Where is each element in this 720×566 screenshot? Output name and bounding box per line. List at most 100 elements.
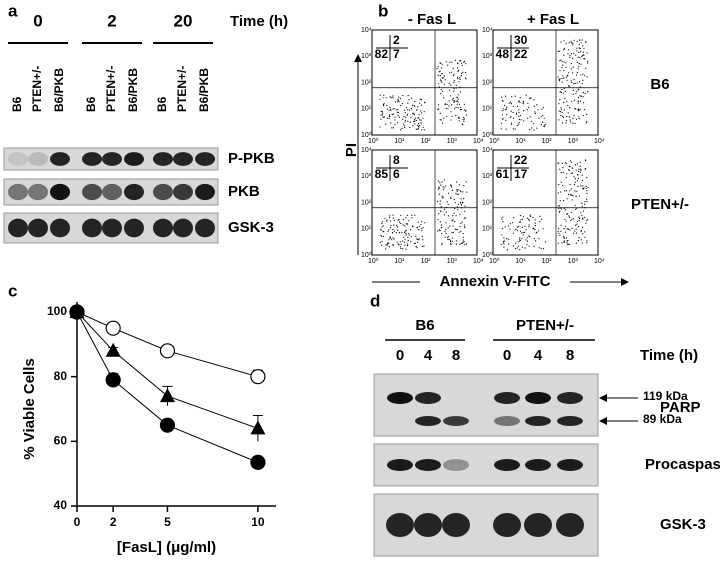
flow-event [447, 215, 450, 217]
flow-event [577, 56, 579, 58]
flow-event [400, 243, 402, 245]
panel-label: a [8, 1, 18, 20]
flow-event [508, 225, 510, 227]
flow-event [566, 116, 568, 118]
flow-event [562, 167, 564, 169]
flow-event [438, 229, 440, 231]
flow-event [561, 67, 563, 69]
x-tick-label: 2 [110, 515, 117, 529]
flow-event [506, 113, 508, 116]
flow-event [453, 101, 455, 103]
blot-band [494, 416, 520, 426]
flow-event [438, 186, 440, 188]
flow-event [565, 231, 567, 233]
flow-event [505, 128, 507, 130]
flow-event [392, 217, 394, 219]
flow-event [402, 248, 404, 250]
flow-event [459, 78, 461, 80]
flow-event [564, 190, 566, 192]
flow-event [530, 215, 532, 217]
flow-event [502, 100, 504, 102]
flow-event [566, 213, 568, 215]
flow-event [542, 107, 545, 109]
flow-event [391, 238, 393, 241]
flow-event [578, 43, 580, 45]
flow-event [407, 109, 409, 111]
flow-event [586, 200, 588, 203]
flow-event [538, 238, 540, 240]
flow-event [444, 79, 446, 81]
marker [250, 454, 266, 470]
lane-label: 4 [534, 347, 543, 364]
flow-event [411, 225, 414, 227]
flow-plot [371, 29, 478, 136]
flow-event [462, 239, 464, 241]
blot-band [173, 218, 193, 238]
flow-event [381, 244, 383, 246]
flow-event [443, 179, 445, 181]
flow-event [382, 116, 384, 118]
flow-event [568, 165, 570, 167]
flow-event [453, 73, 455, 75]
quadrant-value: 17 [514, 167, 528, 181]
flow-event [414, 120, 416, 122]
flow-event [581, 242, 583, 244]
flow-event [441, 233, 443, 235]
flow-event [574, 181, 576, 183]
flow-event [443, 97, 445, 99]
flow-event [441, 242, 443, 244]
flow-event [521, 232, 523, 234]
flow-event [457, 193, 459, 195]
flow-event [534, 219, 536, 221]
flow-event [406, 114, 408, 116]
series-line [76, 311, 259, 378]
flow-event [442, 196, 444, 198]
flow-event [448, 100, 450, 102]
flow-event [585, 67, 587, 69]
flow-event [406, 245, 409, 247]
flow-event [560, 109, 562, 111]
flow-event [545, 241, 547, 243]
flow-event [423, 111, 425, 113]
flow-event [566, 240, 569, 242]
flow-event [379, 94, 381, 96]
flow-event [404, 125, 406, 127]
flow-event [526, 244, 528, 246]
flow-event [573, 52, 575, 55]
flow-event [563, 207, 565, 210]
flow-event [392, 228, 394, 231]
flow-event [463, 61, 465, 64]
flow-event [447, 235, 449, 238]
flow-event [578, 236, 580, 239]
flow-event [568, 86, 570, 88]
flow-event [387, 230, 389, 232]
flow-event [504, 95, 507, 97]
marker [159, 343, 176, 359]
marker [105, 342, 121, 357]
quadrant-value: 8 [393, 153, 400, 167]
flow-event [441, 90, 444, 92]
flow-event [437, 74, 439, 76]
flow-event [451, 61, 453, 63]
flow-event [404, 230, 406, 232]
flow-event [414, 123, 416, 125]
flow-event [438, 86, 440, 88]
flow-event [458, 120, 460, 122]
lane-label: 0 [396, 347, 404, 364]
flow-event [400, 222, 402, 225]
flow-event [460, 75, 462, 77]
flow-event [502, 221, 504, 223]
flow-event [581, 83, 583, 85]
flow-event [569, 121, 572, 123]
blot-band [102, 183, 122, 201]
flow-event [442, 186, 444, 188]
flow-event [416, 227, 419, 229]
flow-event [559, 207, 562, 209]
flow-event [561, 242, 563, 244]
flow-event [575, 208, 577, 210]
flow-event [396, 241, 398, 243]
flow-event [447, 203, 449, 205]
blot-band [443, 459, 469, 471]
flow-event [399, 246, 401, 248]
flow-event [383, 105, 385, 107]
